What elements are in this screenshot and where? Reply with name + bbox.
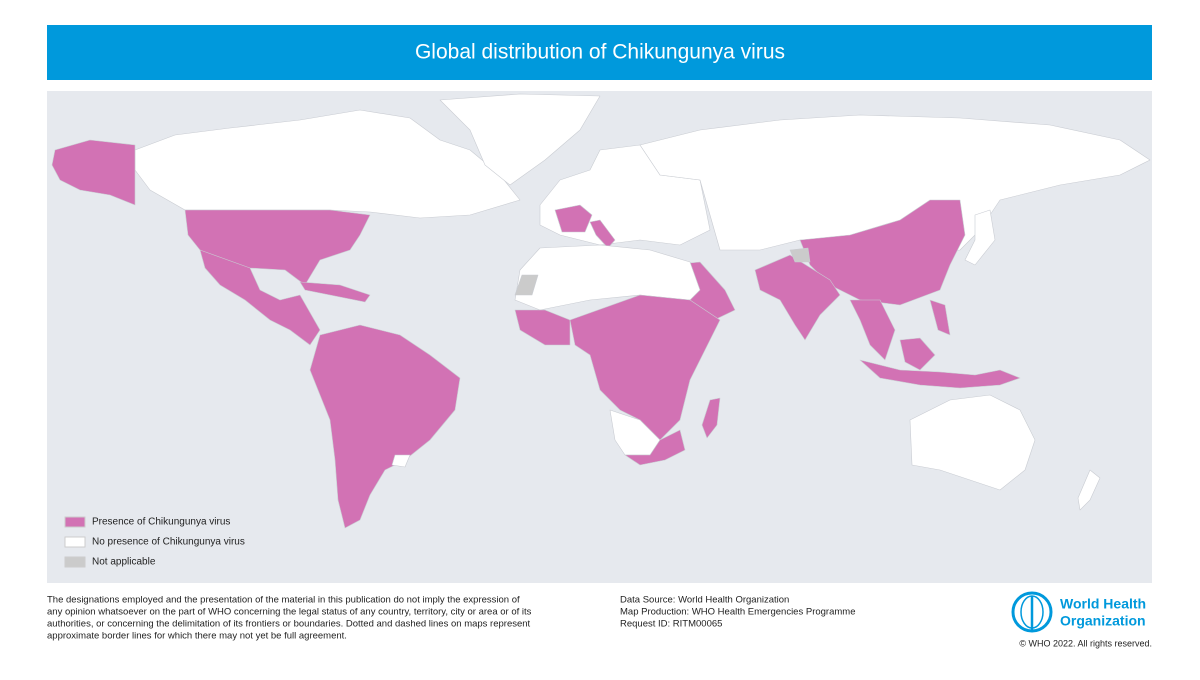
borneo (899, 337, 936, 371)
kashmir (789, 247, 811, 263)
disclaimer-line: approximate border lines for which there… (47, 631, 347, 642)
source-line: Map Production: WHO Health Emergencies P… (620, 607, 855, 618)
copyright: © WHO 2022. All rights reserved. (1019, 638, 1152, 648)
disclaimer: The designations employed and the presen… (47, 595, 532, 642)
legend-swatch (64, 556, 86, 568)
canada (134, 109, 521, 219)
france (554, 204, 593, 233)
indonesia (859, 359, 1021, 389)
disclaimer-line: authorities, or concerning the delimitat… (47, 619, 531, 630)
greenland (439, 93, 601, 186)
map (51, 93, 1151, 529)
india (754, 254, 841, 341)
japan (964, 209, 996, 266)
caribbean (299, 281, 371, 303)
disclaimer-line: any opinion whatsoever on the part of WH… (47, 607, 532, 618)
philippines (929, 299, 951, 336)
west-africa (514, 309, 571, 346)
south-america (309, 324, 461, 529)
source: Data Source: World Health Organization M… (620, 595, 855, 630)
north-africa (514, 244, 701, 311)
legend-label: Not applicable (92, 557, 156, 568)
source-line: Data Source: World Health Organization (620, 595, 789, 606)
logo-text: Organization (1060, 613, 1146, 629)
who-logo: World Health Organization (1011, 591, 1146, 633)
russia-asia (639, 114, 1151, 256)
uruguay (391, 454, 411, 468)
central-africa (569, 294, 721, 441)
legend: Presence of Chikungunya virus No presenc… (64, 516, 245, 568)
alaska (51, 139, 136, 206)
legend-swatch (64, 536, 86, 548)
legend-label: No presence of Chikungunya virus (92, 537, 245, 548)
legend-swatch (64, 516, 86, 528)
italy (589, 219, 616, 249)
southeast-asia (849, 299, 896, 361)
source-line: Request ID: RITM00065 (620, 619, 722, 630)
logo-text: World Health (1060, 596, 1146, 612)
logo-emblem (1011, 591, 1053, 633)
australia (909, 394, 1036, 491)
disclaimer-line: The designations employed and the presen… (47, 595, 520, 606)
south-africa (624, 429, 686, 466)
new-zealand (1077, 469, 1101, 511)
legend-label: Presence of Chikungunya virus (92, 517, 230, 528)
madagascar (701, 397, 721, 439)
central-america (199, 249, 321, 346)
logo-globe (1020, 595, 1044, 629)
title: Global distribution of Chikungunya virus (415, 41, 785, 64)
western-sahara (514, 274, 539, 296)
title-bar (47, 25, 1152, 80)
